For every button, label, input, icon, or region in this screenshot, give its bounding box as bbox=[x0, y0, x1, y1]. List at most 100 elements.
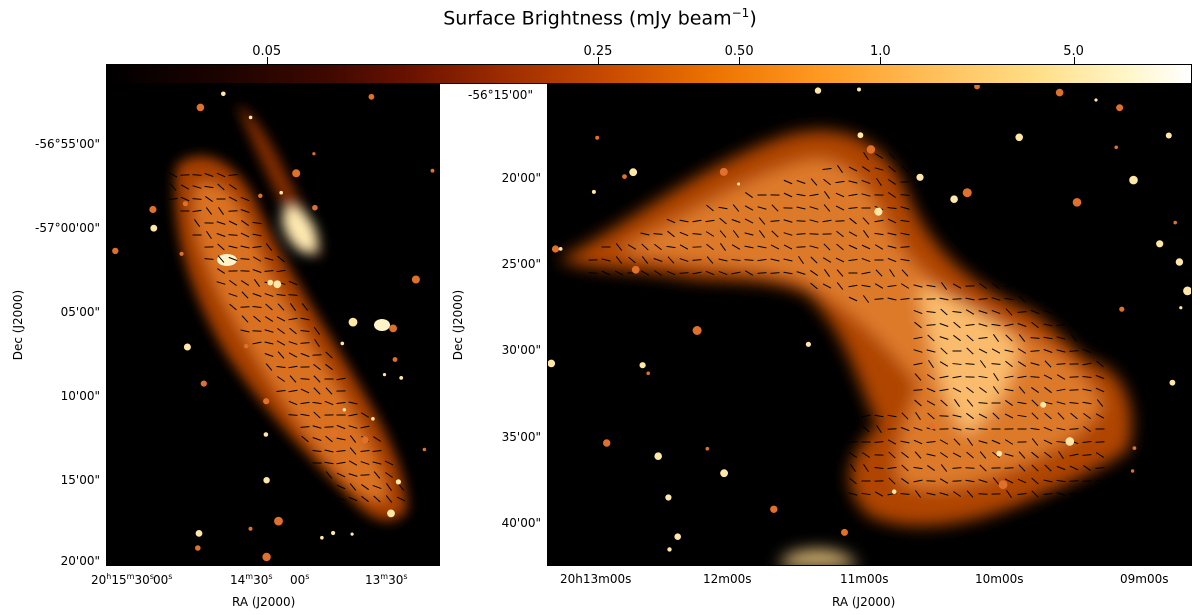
polarization-vector bbox=[264, 329, 274, 333]
point-source bbox=[221, 91, 226, 97]
point-source bbox=[195, 545, 201, 551]
polarization-vector bbox=[679, 272, 689, 274]
polarization-vector bbox=[386, 483, 392, 491]
point-source bbox=[654, 452, 662, 461]
polarization-vector bbox=[939, 361, 949, 367]
polarization-vector bbox=[1004, 297, 1014, 301]
polarization-vector bbox=[900, 426, 910, 432]
left-y-axis-label: Dec (J2000) bbox=[11, 289, 25, 361]
polarization-vector bbox=[874, 167, 884, 171]
polarization-vector bbox=[1083, 412, 1091, 420]
polarization-vector bbox=[588, 272, 598, 274]
polarization-vector bbox=[744, 270, 754, 276]
polarization-vector bbox=[313, 375, 321, 383]
polarization-vector bbox=[1018, 334, 1026, 342]
polarization-vector bbox=[1017, 401, 1027, 405]
polarization-vector bbox=[979, 360, 987, 368]
polarization-vector bbox=[216, 233, 226, 237]
polarization-vector bbox=[325, 471, 333, 479]
polarization-vector bbox=[992, 412, 1000, 420]
polarization-vector bbox=[1017, 348, 1027, 354]
polarization-vector bbox=[757, 206, 767, 210]
polarization-vector bbox=[192, 174, 202, 176]
polarization-vector bbox=[718, 206, 728, 210]
polarization-vector bbox=[1030, 362, 1040, 366]
polarization-vector bbox=[679, 219, 689, 223]
polarization-vector bbox=[939, 388, 949, 392]
polarization-vector bbox=[1043, 479, 1053, 483]
point-source bbox=[622, 174, 627, 179]
polarization-vector bbox=[653, 258, 663, 262]
polarization-vector bbox=[314, 338, 320, 348]
polarization-vector bbox=[615, 256, 623, 264]
colorbar-tick-mark bbox=[1073, 57, 1075, 64]
polarization-vector bbox=[1069, 465, 1079, 471]
polarization-vector bbox=[288, 294, 298, 296]
polarization-vector bbox=[252, 233, 262, 237]
polarization-vector bbox=[1083, 334, 1091, 342]
polarization-vector bbox=[1044, 451, 1052, 459]
polarization-vector bbox=[848, 440, 858, 444]
polarization-vector bbox=[1070, 334, 1078, 342]
polarization-vector bbox=[705, 219, 715, 223]
point-source bbox=[891, 489, 897, 495]
polarization-vector bbox=[732, 204, 740, 212]
right-ra-tick: 09m00s bbox=[1120, 572, 1169, 586]
point-source bbox=[274, 516, 283, 526]
polarization-vector bbox=[1069, 453, 1079, 457]
polarization-vector bbox=[887, 428, 897, 430]
polarization-vector bbox=[965, 309, 975, 315]
polarization-vector bbox=[926, 400, 936, 406]
polarization-vector bbox=[926, 492, 936, 496]
polarization-vector bbox=[901, 412, 909, 420]
polarization-vector bbox=[914, 451, 922, 459]
polarization-vector bbox=[252, 246, 262, 248]
polarization-vector bbox=[276, 340, 286, 346]
polarization-vector bbox=[978, 348, 988, 354]
polarization-vector bbox=[300, 342, 310, 344]
polarization-vector bbox=[888, 152, 896, 160]
polarization-vector bbox=[628, 256, 636, 264]
polarization-vector bbox=[276, 390, 286, 392]
polarization-vector bbox=[206, 230, 212, 240]
point-source bbox=[329, 429, 339, 438]
polarization-vector bbox=[1004, 453, 1014, 457]
polarization-vector bbox=[783, 179, 793, 185]
point-source bbox=[1179, 306, 1183, 310]
polarization-vector bbox=[240, 329, 250, 333]
polarization-vector bbox=[744, 259, 754, 261]
polarization-vector bbox=[770, 258, 780, 262]
polarization-vector bbox=[952, 387, 962, 393]
polarization-vector bbox=[300, 388, 310, 394]
polarization-vector bbox=[952, 414, 962, 418]
polarization-vector bbox=[1004, 375, 1014, 379]
point-sources-right bbox=[548, 85, 1191, 552]
point-source bbox=[273, 280, 282, 289]
polarization-vector bbox=[900, 154, 910, 158]
polarization-vector bbox=[360, 425, 370, 429]
polarization-vector bbox=[965, 297, 975, 301]
polarization-vector bbox=[992, 477, 1000, 485]
polarization-vector bbox=[180, 196, 190, 202]
right-ra-tick: 20h13m00s bbox=[560, 572, 632, 586]
point-source bbox=[1114, 145, 1118, 150]
polarization-vector bbox=[336, 437, 346, 441]
polarization-vector bbox=[252, 256, 262, 262]
polarization-vector bbox=[848, 244, 858, 250]
polarization-vector bbox=[771, 204, 779, 212]
polarization-vector bbox=[952, 363, 962, 365]
polarization-vector bbox=[706, 256, 714, 264]
polarization-vector bbox=[874, 219, 884, 223]
polarization-vector bbox=[666, 245, 676, 249]
polarization-vector bbox=[325, 435, 333, 443]
polarization-vector bbox=[796, 220, 806, 222]
polarization-vector bbox=[1017, 375, 1027, 379]
point-source bbox=[263, 398, 270, 405]
point-source bbox=[267, 279, 274, 286]
polarization-vector bbox=[373, 471, 381, 479]
polarization-vector bbox=[876, 424, 882, 434]
polarization-vector bbox=[360, 412, 370, 418]
polarization-vector bbox=[952, 375, 962, 379]
polarization-vector bbox=[744, 218, 754, 224]
polarization-vector bbox=[823, 269, 831, 277]
